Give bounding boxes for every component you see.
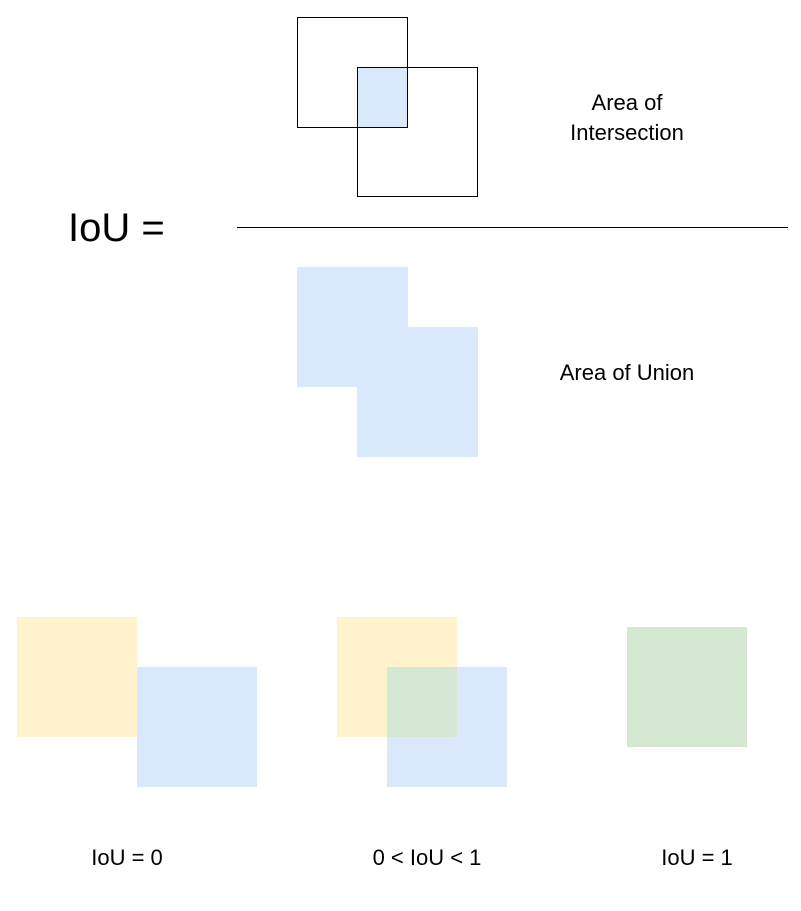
example-1-overlap: [387, 667, 457, 737]
union-label: Area of Union: [559, 360, 695, 385]
example-0-box-yellow: [17, 617, 137, 737]
example-1-label: 0 < IoU < 1: [372, 845, 482, 870]
intersection-label: Area of Intersection: [547, 88, 707, 148]
example-0-label: IoU = 0: [91, 845, 163, 870]
intersection-label-line2: Intersection: [570, 120, 684, 145]
iou-formula-lhs: IoU =: [68, 206, 165, 250]
union-box-b: [357, 327, 478, 457]
example-0-box-blue: [137, 667, 257, 787]
numerator-box-b: [357, 67, 478, 197]
example-2-label: IoU = 1: [661, 845, 733, 870]
intersection-fill: [357, 67, 408, 128]
example-2-box-green: [627, 627, 747, 747]
numerator-box-a: [297, 17, 408, 128]
intersection-label-line1: Area of: [591, 90, 663, 115]
fraction-bar: [237, 227, 788, 228]
